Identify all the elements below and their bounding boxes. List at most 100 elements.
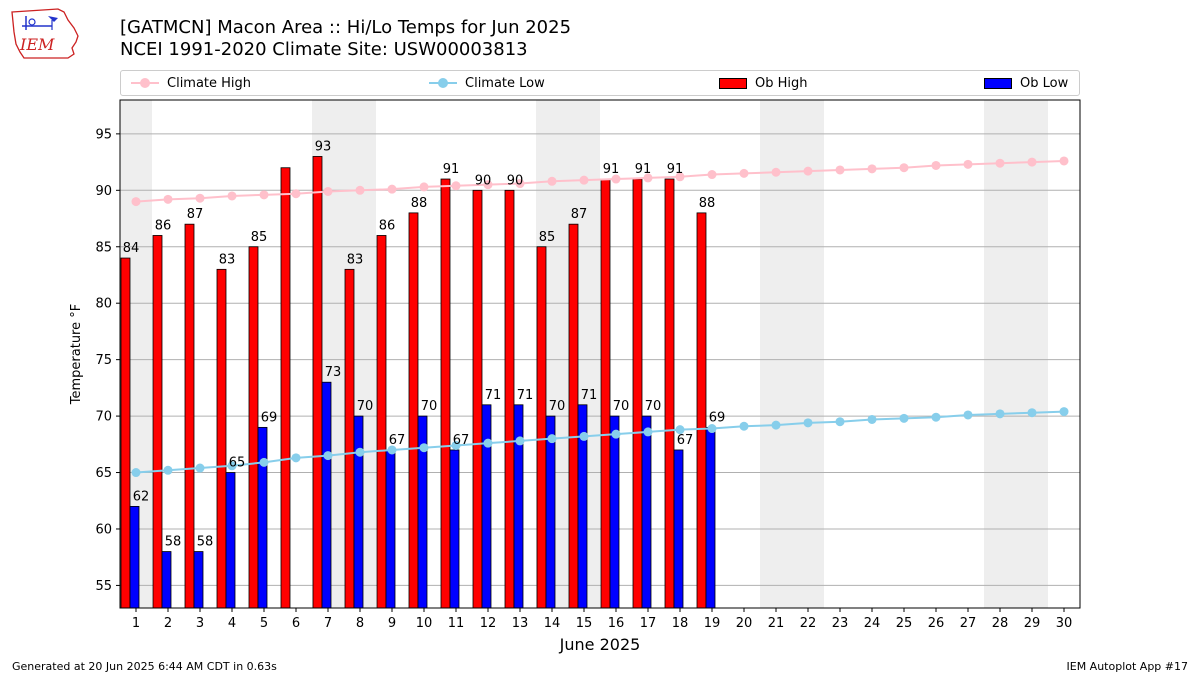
- x-tick-label: 6: [292, 616, 300, 631]
- ob-high-label: 86: [155, 218, 172, 233]
- ob-high-bar: [184, 223, 195, 609]
- ob-low-bar: [545, 415, 556, 609]
- weekend-band: [984, 100, 1016, 608]
- ob-low-bar: [449, 449, 460, 609]
- ob-high-label: 84: [123, 241, 140, 256]
- ob-high-label: 85: [251, 230, 268, 245]
- climate-low-point: [675, 425, 685, 435]
- x-tick-label: 4: [228, 616, 236, 631]
- ob-high-bar: [632, 178, 643, 609]
- ob-high-bar: [664, 178, 675, 609]
- climate-low-point: [1027, 408, 1037, 418]
- ob-high-bar: [408, 212, 419, 609]
- ob-low-bar: [257, 426, 268, 609]
- ob-low-label: 70: [613, 399, 630, 414]
- climate-high-point: [387, 184, 397, 194]
- climate-low-point: [323, 451, 333, 461]
- footer-app: IEM Autoplot App #17: [1066, 660, 1189, 673]
- x-tick-label: 11: [448, 616, 465, 631]
- climate-high-point: [707, 170, 717, 180]
- ob-high-bar: [536, 246, 547, 609]
- plot-frame: [119, 99, 1081, 609]
- climate-high-point: [547, 176, 557, 186]
- iem-logo: IEM: [8, 6, 82, 60]
- ob-high-bar: [120, 257, 131, 609]
- climate-low-point: [291, 453, 301, 463]
- y-axis-label: Temperature °F: [69, 304, 84, 405]
- climate-high-point: [963, 159, 973, 169]
- x-tick-label: 5: [260, 616, 268, 631]
- x-tick-label: 24: [864, 616, 881, 631]
- climate-low-line: [135, 410, 1065, 474]
- climate-low-point: [611, 429, 621, 439]
- climate-low-point: [963, 410, 973, 420]
- x-tick-label: 27: [960, 616, 977, 631]
- climate-low-point: [803, 418, 813, 428]
- ob-high-label: 83: [347, 252, 364, 267]
- y-tick-label: 75: [95, 353, 112, 368]
- x-tick-label: 17: [640, 616, 657, 631]
- ob-high-bar: [280, 167, 291, 609]
- ob-high-bar: [504, 189, 515, 609]
- ob-high-bar: [152, 235, 163, 609]
- climate-high-point: [1027, 157, 1037, 167]
- ob-low-label: 71: [485, 388, 502, 403]
- climate-high-point: [227, 191, 237, 201]
- ob-high-bar: [344, 268, 355, 609]
- climate-high-point: [163, 194, 173, 204]
- ob-low-bar: [641, 415, 652, 609]
- y-tick-label: 55: [95, 579, 112, 594]
- ob-low-label: 70: [549, 399, 566, 414]
- ob-high-label: 85: [539, 230, 556, 245]
- ob-high-bar: [248, 246, 259, 609]
- climate-low-point: [163, 465, 173, 475]
- ob-high-bar: [472, 189, 483, 609]
- climate-high-point: [451, 181, 461, 191]
- ob-low-label: 58: [165, 535, 182, 550]
- climate-low-point: [515, 436, 525, 446]
- ob-low-label: 73: [325, 365, 342, 380]
- y-tick-label: 65: [95, 466, 112, 481]
- ob-high-label: 83: [219, 252, 236, 267]
- x-tick-label: 23: [832, 616, 849, 631]
- ob-low-label: 69: [261, 410, 278, 425]
- climate-high-point: [675, 172, 685, 182]
- x-tick-label: 9: [388, 616, 396, 631]
- climate-low-point: [547, 434, 557, 444]
- ob-low-bar: [609, 415, 620, 609]
- ob-high-bar: [696, 212, 707, 609]
- y-tick-label: 95: [95, 127, 112, 142]
- x-tick-label: 19: [704, 616, 721, 631]
- ob-low-label: 69: [709, 410, 726, 425]
- ob-high-bar: [312, 156, 323, 609]
- climate-low-point: [707, 424, 717, 434]
- x-tick-label: 21: [768, 616, 785, 631]
- climate-low-point: [419, 443, 429, 453]
- climate-high-point: [131, 197, 141, 207]
- y-tick-label: 85: [95, 240, 112, 255]
- x-tick-label: 28: [992, 616, 1009, 631]
- climate-high-point: [771, 167, 781, 177]
- chart-subtitle: NCEI 1991-2020 Climate Site: USW00003813: [120, 39, 528, 60]
- climate-high-point: [419, 182, 429, 192]
- weekend-band: [1016, 100, 1048, 608]
- x-tick-label: 2: [164, 616, 172, 631]
- ob-low-label: 65: [229, 456, 246, 471]
- climate-low-point: [483, 438, 493, 448]
- ob-low-bar: [129, 505, 140, 609]
- climate-low-point: [931, 412, 941, 422]
- x-tick-label: 7: [324, 616, 332, 631]
- climate-low-point: [227, 461, 237, 471]
- x-axis-label: June 2025: [559, 635, 641, 654]
- x-tick-label: 1: [132, 616, 140, 631]
- ob-low-label: 70: [645, 399, 662, 414]
- ob-low-bar: [385, 449, 396, 609]
- ob-low-label: 70: [357, 399, 374, 414]
- climate-low-point: [899, 413, 909, 423]
- ob-high-label: 90: [475, 173, 492, 188]
- climate-high-point: [1059, 156, 1069, 166]
- weekend-band: [792, 100, 824, 608]
- ob-high-label: 87: [571, 207, 588, 222]
- climate-low-point: [131, 468, 141, 478]
